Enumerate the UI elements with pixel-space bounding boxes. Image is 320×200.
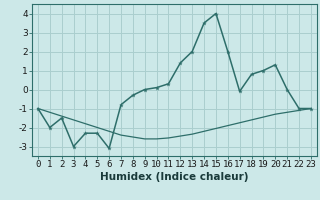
X-axis label: Humidex (Indice chaleur): Humidex (Indice chaleur) xyxy=(100,172,249,182)
